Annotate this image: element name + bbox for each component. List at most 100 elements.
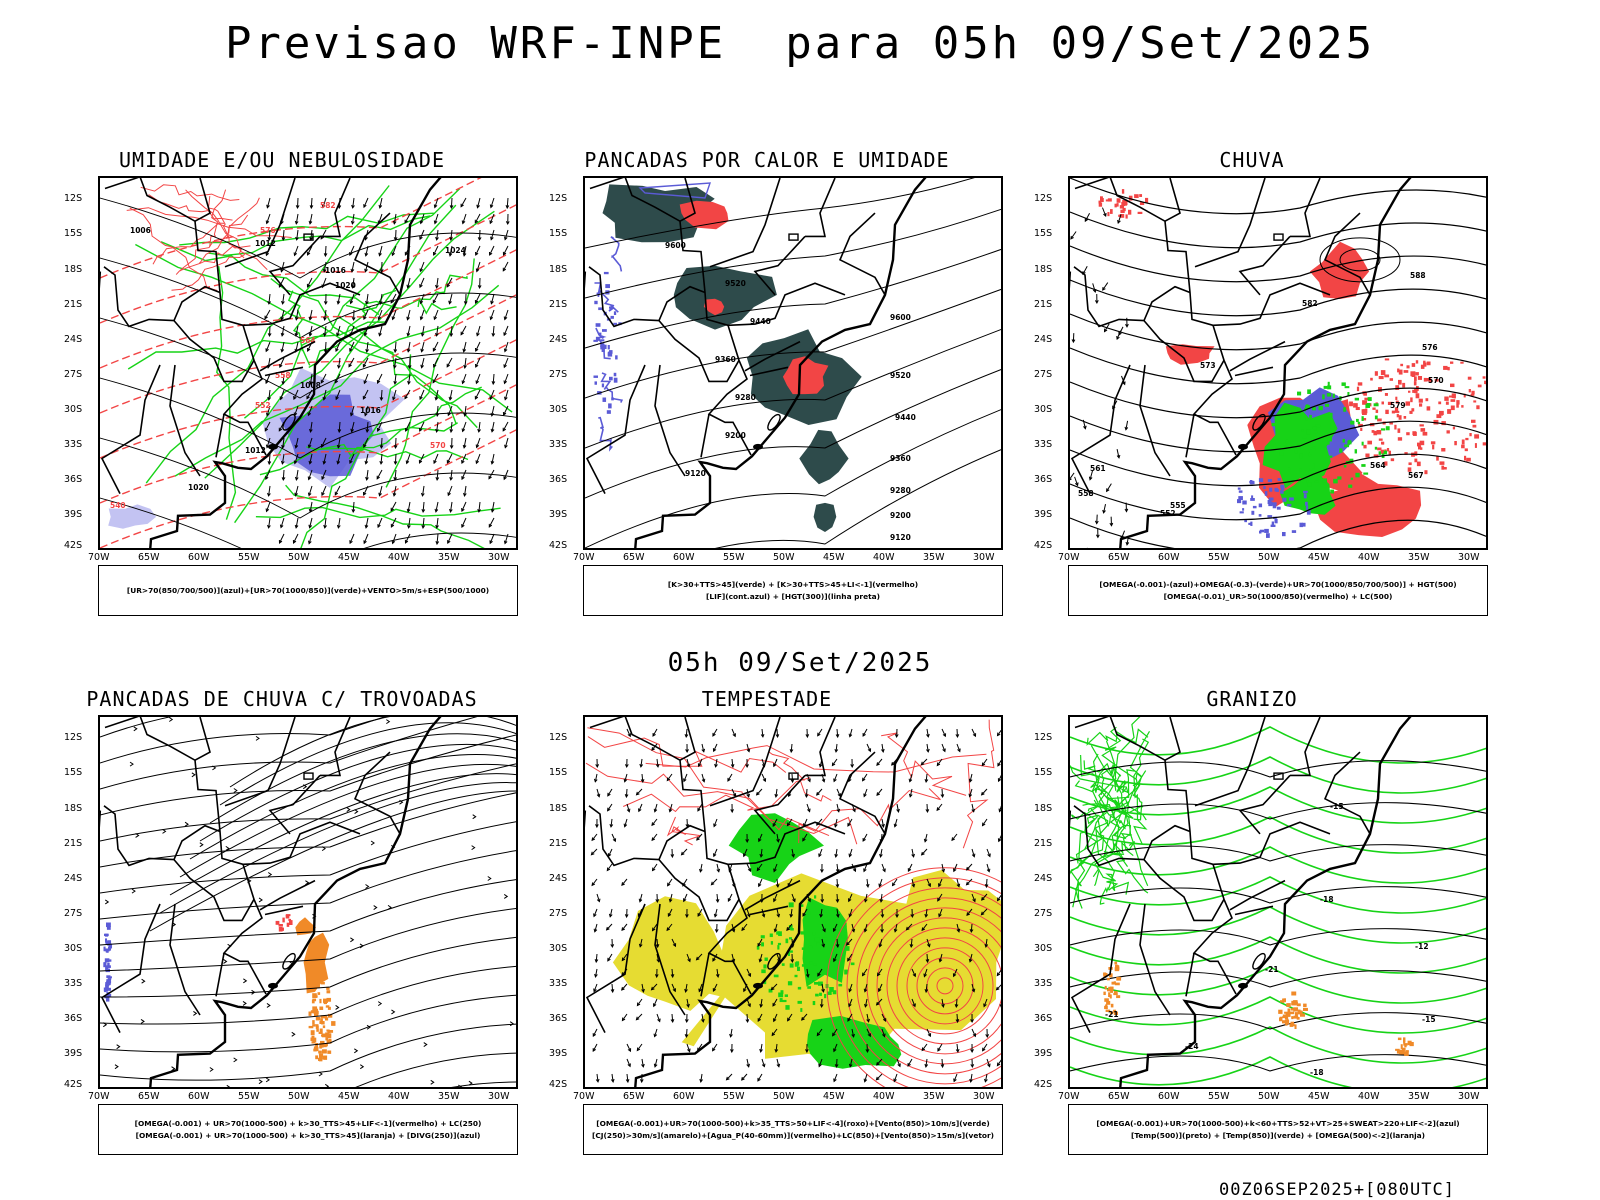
panel-granizo: GRANIZO -15 -18 -21 -24 -12 -15 -18 -21 12S 15S 18S…	[1022, 687, 1488, 1159]
contour-label: 9440	[895, 413, 916, 422]
lat-tick-label: 15S	[1034, 228, 1053, 240]
contour-label: 1016	[325, 266, 346, 275]
lon-tick-label: 70W	[88, 552, 110, 563]
contour-label: 1012	[255, 239, 276, 248]
contour-label: 9280	[735, 393, 756, 402]
lat-tick-label: 15S	[64, 767, 83, 779]
contour-label: -18	[1310, 1068, 1324, 1077]
lat-tick-label: 24S	[549, 872, 568, 884]
lon-tick-label: 50W	[1258, 552, 1280, 563]
legend-line: [UR>70(850/700/500)](azul)+[UR>70(1000/8…	[126, 585, 490, 595]
lon-tick-label: 65W	[138, 552, 160, 563]
lat-tick-label: 36S	[549, 1012, 568, 1024]
map-canvas: -15 -18 -21 -24 -12 -15 -18 -21	[1070, 717, 1486, 1087]
contour-label: -21	[1265, 965, 1279, 974]
lon-tick-label: 40W	[873, 1091, 895, 1102]
lon-tick-label: 55W	[723, 1091, 745, 1102]
lat-tick-label: 24S	[64, 872, 83, 884]
lat-tick-label: 30S	[549, 403, 568, 415]
map-canvas	[100, 717, 516, 1087]
lon-tick-label: 45W	[823, 1091, 845, 1102]
contour-label: 540	[110, 501, 126, 510]
contour-label: 9120	[685, 469, 706, 478]
legend-box: [OMEGA(-0.001)-(azul)+OMEGA(-0.3)-(verde…	[1068, 565, 1488, 616]
panel-title: PANCADAS POR CALOR E UMIDADE	[584, 148, 950, 172]
legend-box: [OMEGA(-0.001) + UR>70(1000-500) + k>30_…	[98, 1104, 518, 1155]
panel-title: GRANIZO	[1206, 687, 1298, 711]
lat-tick-label: 12S	[549, 732, 568, 744]
lat-tick-label: 30S	[1034, 403, 1053, 415]
contour-label: 9600	[665, 241, 686, 250]
lon-tick-label: 70W	[1058, 552, 1080, 563]
lon-tick-label: 70W	[1058, 1091, 1080, 1102]
map-canvas	[585, 717, 1001, 1087]
lat-tick-label: 39S	[1034, 1047, 1053, 1059]
contour-label: 1020	[335, 281, 356, 290]
contour-label: 582	[1302, 299, 1318, 308]
contour-label: -15	[1330, 802, 1344, 811]
panel-chuva: CHUVA 588 582 576 570 567 564 561 558 555 552 573 57…	[1022, 148, 1488, 620]
contour-label: 576	[260, 226, 276, 235]
lat-tick-label: 24S	[549, 333, 568, 345]
lat-tick-label: 42S	[64, 540, 83, 551]
contour-label: 579	[1390, 401, 1406, 410]
lat-tick-label: 15S	[549, 767, 568, 779]
lat-tick-label: 42S	[1034, 1079, 1053, 1090]
contour-label: 9600	[890, 313, 911, 322]
contour-label: 9440	[750, 317, 771, 326]
map-frame	[98, 715, 518, 1089]
panel-title: CHUVA	[1219, 148, 1285, 172]
lat-tick-label: 27S	[549, 368, 568, 380]
contour-label: -24	[1185, 1042, 1199, 1051]
lon-tick-label: 60W	[188, 552, 210, 563]
lat-tick-label: 27S	[64, 907, 83, 919]
contour-label: 570	[430, 441, 446, 450]
legend-box: [OMEGA(-0.001)+UR>70(1000-500)+k<60+TTS>…	[1068, 1104, 1488, 1155]
lon-tick-label: 70W	[88, 1091, 110, 1102]
lat-tick-label: 42S	[1034, 540, 1053, 551]
lon-tick-label: 70W	[573, 1091, 595, 1102]
lat-tick-label: 21S	[64, 837, 83, 849]
panel-title: PANCADAS DE CHUVA C/ TROVOADAS	[86, 687, 478, 711]
contour-label: 561	[1090, 464, 1106, 473]
lon-tick-label: 55W	[1208, 1091, 1230, 1102]
panel-trovoadas: PANCADAS DE CHUVA C/ TROVOADAS 12S 15S 18S 2…	[52, 687, 518, 1159]
lat-tick-label: 30S	[64, 942, 83, 954]
panel-pancadas-calor: PANCADAS POR CALOR E UMIDADE 9600 9520 9440…	[537, 148, 1003, 620]
lon-tick-label: 65W	[1108, 552, 1130, 563]
lon-tick-label: 35W	[1408, 552, 1430, 563]
lon-tick-label: 40W	[1358, 552, 1380, 563]
lon-tick-label: 45W	[338, 552, 360, 563]
lon-tick-label: 55W	[238, 1091, 260, 1102]
lon-tick-label: 40W	[388, 1091, 410, 1102]
lat-tick-label: 30S	[549, 942, 568, 954]
lat-tick-label: 36S	[64, 473, 83, 485]
contour-label: 576	[1422, 343, 1438, 352]
lon-tick-label: 40W	[388, 552, 410, 563]
lat-tick-label: 21S	[64, 298, 83, 310]
panel-umidade: UMIDADE E/OU NEBULOSIDADE 1006 1012 1016 102…	[52, 148, 518, 620]
legend-line: [LIF](cont.azul) + [HGT(300)](linha pret…	[706, 591, 880, 601]
contour-label: 9200	[725, 431, 746, 440]
contour-label: 1024	[445, 246, 466, 255]
lat-tick-label: 15S	[64, 228, 83, 240]
lat-tick-label: 15S	[1034, 767, 1053, 779]
legend-line: [K>30+TTS>45](verde) + [K>30+TTS>45+LI<-…	[667, 579, 919, 589]
map-canvas: 9600 9520 9440 9360 9280 9200 9120 9600 9520 9440…	[585, 178, 1001, 548]
lat-tick-label: 12S	[64, 732, 83, 744]
lat-tick-label: 39S	[64, 508, 83, 520]
lon-tick-label: 50W	[773, 1091, 795, 1102]
contour-label: 9360	[890, 454, 911, 463]
lat-tick-label: 39S	[1034, 508, 1053, 520]
lat-tick-label: 33S	[549, 977, 568, 989]
map-canvas: 1006 1012 1016 1020 1024 1008 1012 1016 1020 540 5…	[100, 178, 516, 548]
legend-line: [OMEGA(-0.001)+UR>70(1000-500)+k>35_TTS>…	[596, 1118, 990, 1128]
legend-line: [OMEGA(-0.001) + UR>70(1000-500) + k>30_…	[134, 1118, 482, 1128]
contour-label: 1008	[300, 381, 321, 390]
lon-tick-label: 65W	[1108, 1091, 1130, 1102]
lon-tick-label: 50W	[288, 552, 310, 563]
lon-tick-label: 35W	[923, 1091, 945, 1102]
contour-label: -21	[1105, 1010, 1119, 1019]
lon-tick-label: 35W	[438, 1091, 460, 1102]
